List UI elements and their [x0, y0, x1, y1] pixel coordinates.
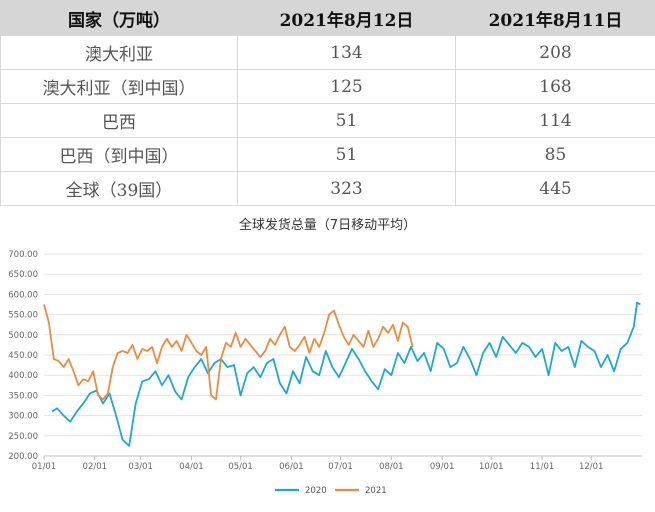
header-country: 国家（万吨） [0, 0, 238, 36]
y-tick-label: 400.00 [8, 371, 38, 381]
y-tick-label: 350.00 [8, 391, 38, 401]
legend-label-2021: 2021 [365, 486, 387, 496]
cell-country: 巴西（到中国） [0, 137, 238, 172]
x-tick-label: 06/01 [279, 462, 304, 472]
cell-country: 澳大利亚 [0, 35, 238, 70]
x-tick-label: 09/01 [430, 462, 455, 472]
x-tick-label: 05/01 [228, 462, 253, 472]
series-line-2021 [43, 304, 414, 401]
table-row: 澳大利亚（到中国） 125 168 [0, 69, 655, 104]
cell-country: 巴西 [0, 103, 238, 138]
x-tick-label: 11/01 [530, 462, 555, 472]
table-header-row: 国家（万吨） 2021年8月12日 2021年8月11日 [0, 0, 655, 36]
x-tick-label: 10/01 [479, 462, 504, 472]
y-tick-label: 500.00 [8, 331, 38, 341]
summary-table-container: 国家（万吨） 2021年8月12日 2021年8月11日 澳大利亚 134 20… [0, 0, 655, 206]
x-tick-label: 08/01 [379, 462, 404, 472]
cell-aug11: 114 [455, 103, 655, 138]
cell-aug12: 125 [237, 69, 456, 104]
shipment-chart-panel: 全球发货总量（7日移动平均） 200.00 250.00 300.00 350.00 4… [0, 206, 655, 512]
cell-aug12: 51 [237, 103, 456, 138]
legend-label-2020: 2020 [305, 486, 327, 496]
x-tick-label: 07/01 [328, 462, 353, 472]
x-tick-label: 02/01 [83, 462, 108, 472]
series-line-2020 [51, 301, 641, 447]
table-row: 巴西 51 114 [0, 103, 655, 138]
cell-aug11: 208 [455, 35, 655, 70]
y-tick-label: 450.00 [8, 351, 38, 361]
line-chart: 200.00 250.00 300.00 350.00 400.00 450.00 500.… [8, 250, 642, 496]
table-row: 澳大利亚 134 208 [0, 35, 655, 70]
y-tick-label: 550.00 [8, 311, 38, 321]
y-tick-label: 700.00 [8, 250, 38, 260]
y-tick-label: 250.00 [8, 432, 38, 442]
header-date-aug11: 2021年8月11日 [455, 0, 655, 36]
y-tick-label: 600.00 [8, 290, 38, 300]
x-tick-label: 01/01 [32, 462, 57, 472]
y-tick-label: 300.00 [8, 412, 38, 422]
cell-aug11: 168 [455, 69, 655, 104]
cell-country: 澳大利亚（到中国） [0, 69, 238, 104]
cell-country: 全球（39国） [0, 171, 238, 206]
cell-aug12: 323 [237, 171, 456, 206]
chart-title: 全球发货总量（7日移动平均） [238, 218, 417, 233]
header-date-aug12: 2021年8月12日 [237, 0, 456, 36]
x-tick-label: 12/01 [579, 462, 604, 472]
y-tick-label: 200.00 [8, 452, 38, 462]
table-row: 全球（39国） 323 445 [0, 171, 655, 206]
cell-aug11: 445 [455, 171, 655, 206]
table-row: 巴西（到中国） 51 85 [0, 137, 655, 172]
cell-aug12: 134 [237, 35, 456, 70]
shipment-table: 国家（万吨） 2021年8月12日 2021年8月11日 澳大利亚 134 20… [0, 0, 655, 206]
x-tick-label: 04/01 [179, 462, 204, 472]
cell-aug11: 85 [455, 137, 655, 172]
x-tick-label: 03/01 [128, 462, 153, 472]
y-tick-label: 650.00 [8, 270, 38, 280]
cell-aug12: 51 [237, 137, 456, 172]
